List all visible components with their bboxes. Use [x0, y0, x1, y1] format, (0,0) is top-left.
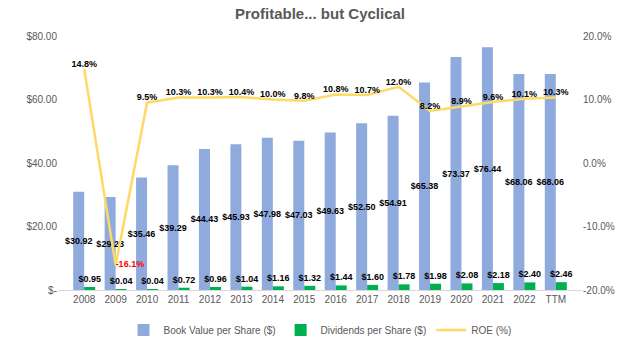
svg-text:8.9%: 8.9%	[451, 96, 472, 106]
svg-text:10.0%: 10.0%	[583, 94, 611, 105]
svg-text:2016: 2016	[325, 294, 348, 305]
svg-text:2019: 2019	[419, 294, 442, 305]
svg-text:$20.00: $20.00	[26, 221, 57, 232]
svg-text:$1.44: $1.44	[330, 272, 353, 282]
svg-text:$-: $-	[48, 285, 57, 296]
svg-text:$1.04: $1.04	[236, 274, 259, 284]
svg-text:10.8%: 10.8%	[323, 84, 349, 94]
svg-text:$49.63: $49.63	[316, 206, 344, 216]
svg-text:$0.72: $0.72	[173, 275, 196, 285]
svg-text:2008: 2008	[73, 294, 96, 305]
svg-text:2017: 2017	[356, 294, 379, 305]
svg-text:2018: 2018	[387, 294, 410, 305]
svg-text:$2.08: $2.08	[456, 270, 479, 280]
svg-text:8.2%: 8.2%	[420, 101, 441, 111]
svg-text:$68.06: $68.06	[505, 177, 533, 187]
svg-text:$1.60: $1.60	[361, 272, 384, 282]
svg-text:$76.44: $76.44	[474, 164, 502, 174]
svg-text:0.0%: 0.0%	[583, 158, 606, 169]
svg-text:$0.95: $0.95	[78, 274, 101, 284]
svg-text:$2.18: $2.18	[487, 270, 510, 280]
svg-text:2022: 2022	[513, 294, 536, 305]
svg-text:2014: 2014	[262, 294, 285, 305]
svg-text:$30.92: $30.92	[65, 236, 93, 246]
svg-text:$29.28: $29.28	[96, 239, 124, 249]
svg-text:$39.29: $39.29	[159, 223, 187, 233]
svg-text:9.6%: 9.6%	[483, 92, 504, 102]
svg-text:$0.04: $0.04	[110, 276, 133, 286]
svg-text:14.8%: 14.8%	[71, 59, 97, 69]
svg-text:2021: 2021	[482, 294, 505, 305]
svg-text:2011: 2011	[168, 294, 190, 305]
svg-text:TTM: TTM	[546, 294, 567, 305]
svg-text:12.0%: 12.0%	[386, 77, 412, 87]
svg-text:$2.46: $2.46	[550, 269, 573, 279]
svg-text:-16.1%: -16.1%	[116, 259, 145, 269]
svg-text:-10.0%: -10.0%	[583, 221, 615, 232]
svg-text:$45.93: $45.93	[222, 212, 250, 222]
svg-text:$1.16: $1.16	[267, 273, 290, 283]
svg-text:$44.43: $44.43	[191, 214, 219, 224]
svg-text:2010: 2010	[136, 294, 159, 305]
svg-text:2013: 2013	[230, 294, 253, 305]
svg-text:$1.78: $1.78	[393, 271, 416, 281]
svg-text:Profitable... but Cyclical: Profitable... but Cyclical	[235, 5, 405, 22]
svg-text:$1.32: $1.32	[299, 273, 322, 283]
svg-text:$2.40: $2.40	[519, 269, 542, 279]
svg-text:$54.91: $54.91	[379, 198, 407, 208]
svg-text:2009: 2009	[105, 294, 128, 305]
svg-text:$60.00: $60.00	[26, 94, 57, 105]
svg-text:$35.46: $35.46	[128, 229, 156, 239]
svg-text:9.8%: 9.8%	[294, 91, 315, 101]
svg-text:$1.98: $1.98	[424, 271, 447, 281]
svg-text:$40.00: $40.00	[26, 158, 57, 169]
svg-text:10.4%: 10.4%	[229, 87, 255, 97]
svg-text:$52.50: $52.50	[348, 202, 376, 212]
svg-text:$73.37: $73.37	[442, 169, 470, 179]
svg-text:$47.98: $47.98	[254, 209, 282, 219]
svg-text:20.0%: 20.0%	[583, 31, 611, 42]
svg-text:Book Value per Share ($): Book Value per Share ($)	[164, 325, 276, 336]
svg-text:2012: 2012	[199, 294, 222, 305]
svg-text:$47.03: $47.03	[285, 210, 313, 220]
svg-text:10.0%: 10.0%	[260, 89, 286, 99]
svg-text:10.1%: 10.1%	[512, 89, 538, 99]
svg-text:$65.38: $65.38	[411, 181, 439, 191]
svg-text:Dividends per Share ($): Dividends per Share ($)	[321, 325, 427, 336]
svg-text:$0.96: $0.96	[204, 274, 227, 284]
svg-text:$80.00: $80.00	[26, 31, 57, 42]
svg-text:$68.06: $68.06	[537, 177, 565, 187]
svg-text:10.3%: 10.3%	[197, 87, 223, 97]
svg-text:ROE (%): ROE (%)	[471, 325, 511, 336]
svg-text:10.7%: 10.7%	[354, 85, 380, 95]
svg-text:2015: 2015	[293, 294, 316, 305]
svg-text:10.3%: 10.3%	[543, 87, 569, 97]
svg-text:9.5%: 9.5%	[137, 92, 158, 102]
svg-text:$0.04: $0.04	[141, 276, 164, 286]
svg-text:2020: 2020	[450, 294, 473, 305]
svg-text:10.3%: 10.3%	[166, 87, 192, 97]
svg-text:-20.0%: -20.0%	[583, 285, 615, 296]
